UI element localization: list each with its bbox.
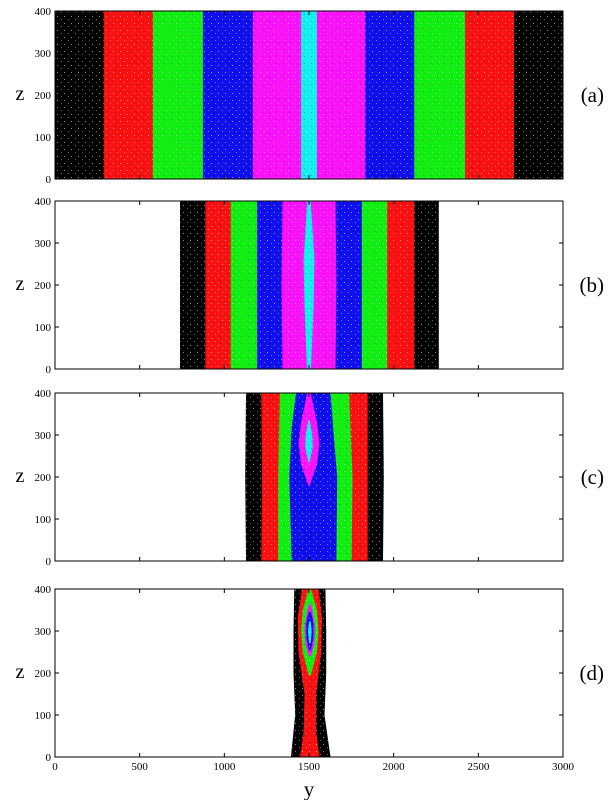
panel-label: (c) <box>581 465 604 489</box>
y-tick-label: 100 <box>35 322 52 334</box>
panel-label: (a) <box>581 83 604 107</box>
panel-label: (b) <box>580 273 605 297</box>
panel-c: 0 100 200 300 400 z (c) <box>16 388 604 568</box>
x-tick-label: 2500 <box>467 761 490 773</box>
y-tick-label: 100 <box>35 514 52 526</box>
panel-d: 0 100 200 300 400 0 500 1000 1500 2000 2500 3000 z (d… <box>16 584 604 773</box>
plot-area <box>55 11 563 179</box>
x-tick-label: 2000 <box>383 761 406 773</box>
y-axis-label: z <box>16 661 25 683</box>
y-tick-label: 200 <box>35 90 52 102</box>
panel-a: 0 100 200 300 400 z (a) <box>16 6 604 186</box>
panel-b: 0 100 200 300 400 z (b) <box>16 196 604 376</box>
y-axis-label: z <box>16 273 25 295</box>
x-tick-label: 3000 <box>552 761 575 773</box>
y-tick-label: 300 <box>35 238 52 250</box>
y-tick-label: 200 <box>35 668 52 680</box>
y-tick-label: 200 <box>35 472 52 484</box>
y-tick-label: 100 <box>35 710 52 722</box>
y-tick-label: 0 <box>46 174 52 186</box>
y-tick-label: 400 <box>35 196 52 208</box>
x-axis-label: y <box>304 777 315 800</box>
x-tick-label: 0 <box>52 761 58 773</box>
y-tick-label: 300 <box>35 430 52 442</box>
y-tick-label: 400 <box>35 6 52 18</box>
y-tick-label: 400 <box>35 584 52 596</box>
layer-cyan-texture <box>301 11 317 179</box>
y-tick-label: 0 <box>46 752 52 764</box>
layer-cyan-texture <box>308 621 312 643</box>
y-tick-label: 0 <box>46 556 52 568</box>
panel-label: (d) <box>580 661 605 685</box>
x-tick-label: 1500 <box>298 761 321 773</box>
plot-area <box>55 393 563 561</box>
y-tick-label: 0 <box>46 364 52 376</box>
y-tick-label: 400 <box>35 388 52 400</box>
plot-area <box>55 589 563 757</box>
layer-cyan-texture <box>305 420 313 463</box>
y-axis-label: z <box>16 465 25 487</box>
layer-cyan-texture <box>303 201 315 369</box>
plot-area <box>55 201 563 369</box>
y-tick-label: 300 <box>35 626 52 638</box>
y-axis-label: z <box>16 83 25 105</box>
y-tick-label: 300 <box>35 48 52 60</box>
x-tick-label: 1000 <box>213 761 236 773</box>
y-tick-label: 100 <box>35 132 52 144</box>
y-tick-label: 200 <box>35 280 52 292</box>
x-tick-label: 500 <box>131 761 148 773</box>
